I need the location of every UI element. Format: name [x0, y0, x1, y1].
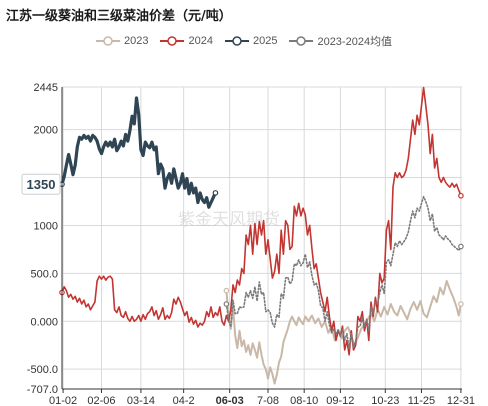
x-tick-label-7: 09-12: [326, 395, 354, 406]
chart-title: 江苏一级葵油和三级菜油价差（元/吨）: [6, 9, 232, 24]
tick-labels: 2445200015001000500.00.000-500.0-707.001…: [21, 82, 475, 406]
y-tick-label-4: 500.0: [30, 268, 58, 280]
series-end-point-2024: [458, 192, 464, 199]
legend-label-2023: 2023: [124, 35, 149, 47]
legend-label-avg: 2023-2024均值: [317, 36, 393, 48]
legend-item-2024[interactable]: 2024: [160, 35, 213, 47]
series-lines: [59, 86, 464, 385]
axes: [61, 87, 462, 393]
legend-marker-2023-icon: [96, 36, 120, 46]
legend: 2023 2024 2025 2023-2024均值: [96, 33, 404, 49]
series-line-2023-2024均值: [225, 195, 462, 349]
series-end-point-2023: [458, 301, 464, 307]
y-tick-label-5: 0.000: [30, 316, 58, 328]
legend-label-2024: 2024: [188, 35, 213, 47]
series-line-2024: [61, 86, 462, 356]
y-tick-label-7: -707.0: [27, 384, 58, 396]
y-tick-label-1: 2000: [34, 125, 58, 137]
current-value-label: 1350: [27, 177, 56, 192]
grid-lines: [62, 86, 462, 389]
legend-item-2025[interactable]: 2025: [224, 35, 278, 47]
legend-item-2023[interactable]: 2023: [96, 35, 148, 47]
y-tick-label-0: 2445: [34, 82, 58, 94]
y-tick-label-6: -500.0: [27, 364, 58, 376]
legend-marker-avg-icon: [289, 36, 314, 46]
legend-marker-2024-icon: [160, 36, 185, 46]
x-tick-label-9: 11-25: [408, 395, 435, 406]
x-tick-label-2: 03-14: [127, 395, 155, 406]
series-end-point-2025: [212, 190, 219, 196]
series-line-2025: [60, 96, 217, 209]
x-tick-label-6: 08-10: [290, 395, 318, 406]
x-tick-label-3: 04-2: [173, 395, 195, 406]
x-tick-label-5: 7-08: [257, 395, 279, 406]
x-tick-label-4: 06-03: [216, 395, 244, 406]
series-end-point-2023-2024均值: [458, 243, 464, 250]
legend-label-2025: 2025: [252, 35, 278, 47]
x-tick-label-8: 10-23: [371, 395, 399, 406]
x-tick-label-1: 02-06: [87, 395, 115, 406]
series-start-point-2023-2024均值: [223, 301, 230, 307]
y-tick-label-3: 1000: [34, 220, 58, 232]
series-start-point-2023: [223, 287, 230, 294]
legend-item-avg[interactable]: 2023-2024均值: [289, 33, 392, 49]
current-value-box: [21, 173, 61, 195]
legend-marker-2025-icon: [224, 36, 249, 46]
x-tick-label-0: 01-02: [49, 395, 77, 406]
x-tick-label-10: 12-31: [447, 395, 475, 406]
